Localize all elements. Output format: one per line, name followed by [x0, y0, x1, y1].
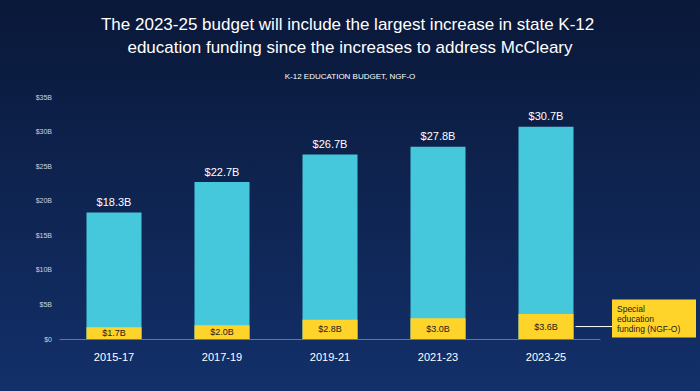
svg-text:$3.6B: $3.6B: [534, 322, 558, 332]
svg-text:$30B: $30B: [36, 128, 53, 135]
svg-text:education: education: [617, 314, 656, 324]
svg-text:2019-21: 2019-21: [310, 351, 350, 363]
svg-text:2023-25: 2023-25: [526, 351, 566, 363]
svg-text:$26.7B: $26.7B: [313, 138, 348, 150]
svg-text:2017-19: 2017-19: [202, 351, 242, 363]
svg-text:Special: Special: [617, 304, 647, 314]
svg-text:$18.3B: $18.3B: [97, 196, 132, 208]
svg-text:$30.7B: $30.7B: [529, 110, 564, 122]
svg-text:$20B: $20B: [36, 197, 53, 204]
svg-text:$27.8B: $27.8B: [421, 130, 456, 142]
svg-text:$0: $0: [44, 336, 52, 343]
svg-text:2015-17: 2015-17: [94, 351, 134, 363]
svg-text:$25B: $25B: [36, 163, 53, 170]
svg-text:$2.8B: $2.8B: [318, 324, 342, 334]
svg-text:$5B: $5B: [40, 301, 53, 308]
svg-text:The 2023-25 budget will includ: The 2023-25 budget will include the larg…: [101, 15, 599, 34]
svg-text:$10B: $10B: [36, 266, 53, 273]
svg-text:$1.7B: $1.7B: [102, 328, 126, 338]
svg-text:funding (NGF-O): funding (NGF-O): [617, 324, 680, 334]
svg-text:education funding since the in: education funding since the increases to…: [127, 38, 573, 57]
svg-text:$35B: $35B: [36, 94, 53, 101]
svg-text:$15B: $15B: [36, 232, 53, 239]
svg-text:K-12 EDUCATION BUDGET, NGF-O: K-12 EDUCATION BUDGET, NGF-O: [285, 72, 416, 81]
svg-text:$3.0B: $3.0B: [426, 324, 450, 334]
svg-text:2021-23: 2021-23: [418, 351, 458, 363]
svg-text:$2.0B: $2.0B: [210, 327, 234, 337]
svg-text:$22.7B: $22.7B: [205, 166, 240, 178]
